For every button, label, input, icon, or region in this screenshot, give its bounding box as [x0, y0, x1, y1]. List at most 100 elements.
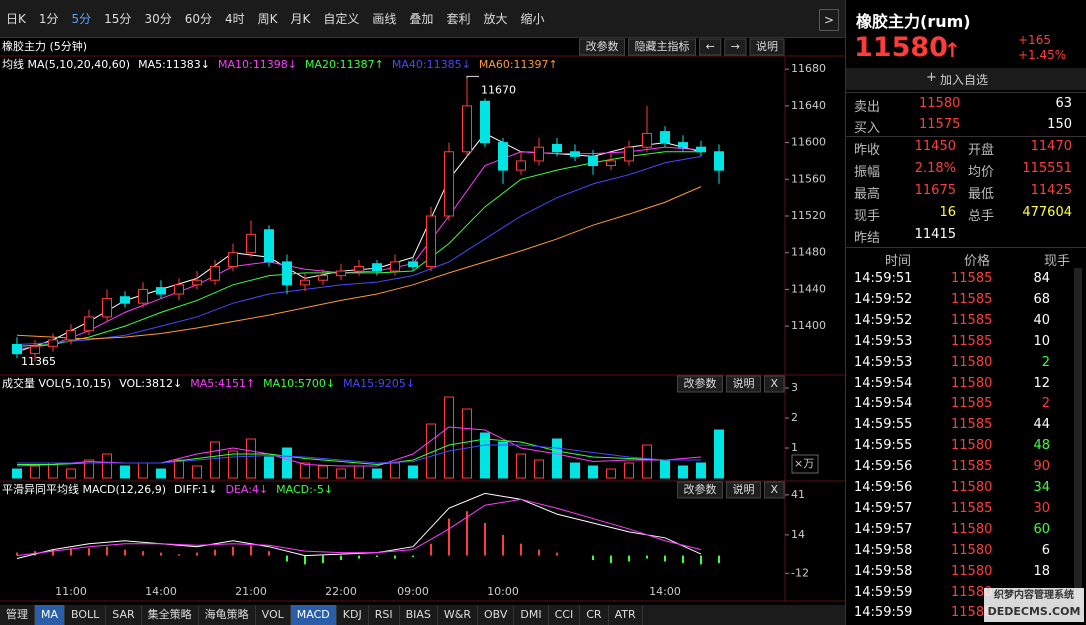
- volume-bar: [444, 396, 454, 479]
- indicator-tab[interactable]: W&R: [438, 605, 478, 625]
- button[interactable]: [579, 38, 626, 56]
- trade-price: 11580: [951, 521, 993, 537]
- legend-entry: MA5:4151↑: [190, 377, 255, 390]
- indicator-tab[interactable]: ATR: [609, 605, 643, 625]
- indicator-tab[interactable]: VOL: [256, 605, 291, 625]
- indicator-tab[interactable]: DMI: [514, 605, 549, 625]
- volume-bar: [534, 459, 544, 479]
- trade-price: 11580: [951, 605, 993, 621]
- trade-volume: 48: [1033, 438, 1050, 454]
- indicator-tab[interactable]: BOLL: [65, 605, 107, 625]
- trade-time: 14:59:53: [854, 354, 913, 370]
- indicator-tab[interactable]: 海龟策略: [199, 605, 256, 625]
- trade-volume: 84: [1033, 271, 1050, 286]
- book-label: 卖出: [854, 100, 881, 115]
- indicator-tab[interactable]: 集全策略: [142, 605, 199, 625]
- trade-volume: 68: [1033, 291, 1050, 307]
- add-watch-bar[interactable]: [846, 68, 1086, 90]
- stat-label: 总手: [968, 209, 995, 224]
- button-label: X: [770, 377, 778, 390]
- button[interactable]: [724, 38, 747, 56]
- button[interactable]: [763, 481, 785, 499]
- toolbar-button[interactable]: 套利: [446, 12, 471, 26]
- book-volume: 63: [1055, 96, 1072, 111]
- indicator-line: [16, 426, 702, 467]
- button[interactable]: [699, 38, 722, 56]
- volume-bar: [246, 438, 256, 479]
- button-label: X: [770, 483, 778, 496]
- instrument-name: 橡胶主力(rum): [856, 12, 971, 31]
- button-label: 隐藏主指标: [635, 39, 690, 53]
- candle-body: [102, 298, 112, 318]
- button[interactable]: [676, 375, 723, 393]
- candle-body: [678, 142, 688, 148]
- button[interactable]: [725, 481, 761, 499]
- candle-body: [408, 261, 418, 267]
- trade-time: 14:59:52: [854, 291, 913, 307]
- toolbar-button[interactable]: 缩小: [520, 12, 545, 26]
- candle-body: [12, 343, 22, 355]
- button[interactable]: [763, 375, 785, 393]
- candle-body: [174, 284, 184, 295]
- stat-label: 均价: [968, 165, 995, 180]
- volume-bar: [462, 408, 472, 479]
- legend-entry: MA20:11387↑: [305, 58, 384, 71]
- indicator-tab[interactable]: BIAS: [400, 605, 438, 625]
- volume-bar: [624, 462, 634, 479]
- toolbar-button[interactable]: 月K: [290, 12, 311, 26]
- toolbar-button[interactable]: 画线: [372, 12, 397, 26]
- candle-body: [156, 287, 166, 295]
- trade-time: 14:59:56: [854, 459, 913, 475]
- toolbar-button[interactable]: 叠加: [409, 12, 434, 26]
- volume-bar: [678, 465, 688, 479]
- candle-body: [714, 151, 724, 171]
- trade-time: 14:59:54: [854, 375, 913, 391]
- candle-body: [138, 288, 148, 304]
- trades-header: 现手: [1044, 254, 1071, 269]
- toolbar-button[interactable]: 1分: [38, 12, 59, 26]
- x-tick-label: 10:00: [487, 585, 519, 598]
- y-tick-label: 41: [791, 488, 805, 501]
- toolbar-button[interactable]: 4时: [225, 12, 245, 26]
- toolbar-button[interactable]: 30分: [144, 12, 172, 26]
- toolbar-button[interactable]: 放大: [483, 12, 508, 26]
- change-percent: +1.45%: [1018, 48, 1067, 62]
- candle-body: [390, 261, 400, 272]
- candle-body: [30, 345, 40, 355]
- button-label: →: [731, 40, 740, 53]
- button[interactable]: [749, 38, 785, 56]
- scrollbar[interactable]: [1074, 268, 1082, 608]
- button[interactable]: [628, 38, 697, 56]
- indicator-tab[interactable]: CR: [580, 605, 609, 625]
- indicator-tab[interactable]: SAR: [106, 605, 142, 625]
- button[interactable]: [725, 375, 761, 393]
- toolbar-button[interactable]: 自定义: [323, 12, 360, 26]
- button-label: 改参数: [683, 376, 716, 390]
- toolbar-button[interactable]: 5分: [71, 12, 92, 26]
- y-tick-label: -12: [791, 566, 809, 579]
- indicator-tab[interactable]: MACD: [290, 605, 337, 625]
- indicator-tab[interactable]: MA: [35, 605, 66, 625]
- candle-body: [606, 160, 616, 167]
- stat-value: 477604: [1022, 205, 1072, 220]
- plus-icon: +: [926, 70, 937, 85]
- indicator-tab[interactable]: OBV: [478, 605, 515, 625]
- toolbar-button[interactable]: 60分: [184, 12, 212, 26]
- indicator-tab[interactable]: RSI: [369, 605, 400, 625]
- volume-bar: [228, 450, 238, 479]
- x-tick-label: 09:00: [397, 585, 429, 598]
- toolbar-button[interactable]: 周K: [257, 12, 278, 26]
- toolbar-button[interactable]: 15分: [104, 12, 132, 26]
- stat-label: 振幅: [854, 165, 881, 180]
- candle-body: [534, 146, 544, 162]
- indicator-line: [16, 186, 702, 340]
- button[interactable]: [676, 481, 723, 499]
- indicator-tab[interactable]: CCI: [549, 605, 581, 625]
- volume-bar: [192, 465, 202, 479]
- indicator-tab[interactable]: 管理: [0, 605, 35, 625]
- volume-bar: [480, 432, 490, 479]
- more-button[interactable]: >: [819, 9, 839, 31]
- toolbar-button[interactable]: 日K: [6, 12, 26, 26]
- indicator-tab[interactable]: KDJ: [337, 605, 369, 625]
